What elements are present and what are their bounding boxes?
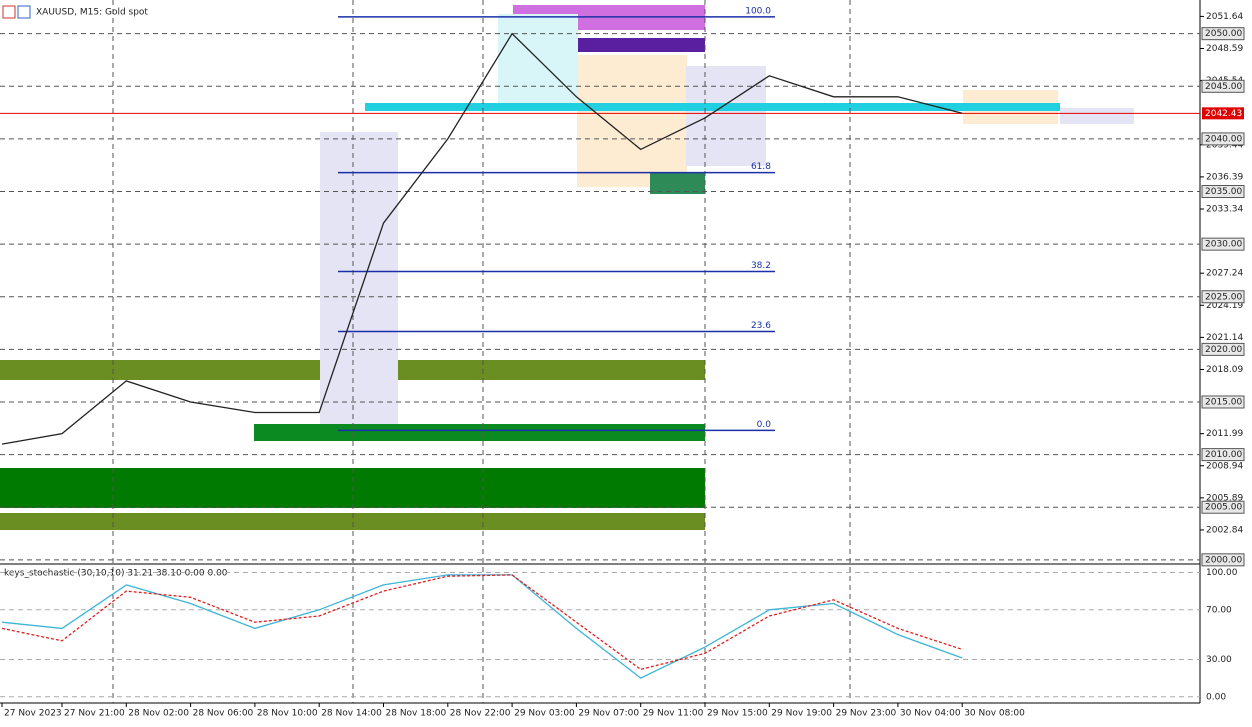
- y-tick-label: 2024.19: [1206, 301, 1243, 311]
- level-label: 2000.00: [1205, 555, 1242, 565]
- fib-label: 0.0: [757, 420, 772, 430]
- level-label: 2005.00: [1205, 503, 1242, 513]
- level-label: 2045.00: [1205, 82, 1242, 92]
- level-label: 2025.00: [1205, 292, 1242, 302]
- x-tick-label: 27 Nov 2023: [4, 709, 62, 719]
- y-tick-label: 2018.09: [1206, 365, 1243, 375]
- zone: [577, 38, 705, 52]
- level-label: 2030.00: [1205, 240, 1242, 250]
- y-tick-label: 100.00: [1206, 568, 1238, 578]
- fib-label: 38.2: [751, 261, 771, 271]
- stochastic-line: [1, 574, 963, 671]
- y-tick-label: 0.00: [1206, 692, 1226, 702]
- level-label: 2035.00: [1205, 187, 1242, 197]
- level-box: [1201, 342, 1245, 356]
- x-tick-label: 29 Nov 23:00: [836, 709, 897, 719]
- y-tick-label: 30.00: [1206, 655, 1232, 665]
- zone: [650, 172, 705, 194]
- x-tick-label: 28 Nov 18:00: [386, 709, 447, 719]
- zone: [254, 424, 705, 441]
- x-tick-label: 28 Nov 10:00: [257, 709, 318, 719]
- level-box: [1201, 500, 1245, 514]
- chart-title: XAUUSD, M15: Gold spot: [36, 8, 148, 18]
- level-box: [1201, 237, 1245, 251]
- x-tick-label: 29 Nov 15:00: [707, 709, 768, 719]
- level-box: [1201, 290, 1245, 304]
- level-label: 2050.00: [1205, 29, 1242, 39]
- level-box: [1201, 553, 1245, 567]
- zone: [686, 66, 766, 166]
- level-box: [1201, 27, 1245, 41]
- level-box: [1201, 185, 1245, 199]
- y-tick-label: 2051.64: [1206, 12, 1243, 22]
- level-box: [1201, 448, 1245, 462]
- icon[interactable]: [17, 5, 31, 19]
- level-box: [1201, 79, 1245, 93]
- zone: [320, 132, 398, 424]
- x-tick-label: 27 Nov 21:00: [64, 709, 125, 719]
- level-label: 2040.00: [1205, 134, 1242, 144]
- x-tick-label: 29 Nov 19:00: [771, 709, 832, 719]
- fib-label: 100.0: [745, 6, 771, 16]
- level-label: 2010.00: [1205, 450, 1242, 460]
- price-line: [1, 32, 963, 445]
- y-tick-label: 2027.24: [1206, 269, 1243, 279]
- x-tick-label: 29 Nov 07:00: [578, 709, 639, 719]
- level-label: 2015.00: [1205, 397, 1242, 407]
- x-tick-label: 28 Nov 02:00: [128, 709, 189, 719]
- y-tick-label: 2021.14: [1206, 333, 1243, 343]
- y-tick-label: 2036.39: [1206, 172, 1243, 182]
- x-tick-label: 30 Nov 08:00: [964, 709, 1025, 719]
- zone: [1060, 108, 1134, 124]
- x-tick-label: 28 Nov 06:00: [193, 709, 254, 719]
- y-tick-label: 2011.99: [1206, 429, 1243, 439]
- zone: [0, 513, 705, 530]
- y-tick-label: 2033.34: [1206, 204, 1243, 214]
- x-tick-label: 28 Nov 14:00: [321, 709, 382, 719]
- current-price-label: 2042.43: [1205, 109, 1242, 119]
- x-tick-label: 29 Nov 11:00: [643, 709, 704, 719]
- level-box: [1201, 395, 1245, 409]
- x-tick-label: 28 Nov 22:00: [450, 709, 511, 719]
- y-tick-label: 2048.59: [1206, 44, 1243, 54]
- icon[interactable]: [2, 5, 16, 19]
- fib-label: 61.8: [751, 162, 771, 172]
- current-price-box: [1202, 107, 1244, 120]
- y-tick-label: 2005.89: [1206, 493, 1243, 503]
- y-tick-label: 70.00: [1206, 605, 1232, 615]
- stochastic-line: [1, 574, 963, 679]
- indicator-title: keys_stochastic (30,10,10) 31.21 38.10 0…: [4, 569, 228, 579]
- y-tick-label: 2008.94: [1206, 461, 1243, 471]
- zone: [365, 103, 1060, 111]
- level-box: [1201, 132, 1245, 146]
- x-tick-label: 29 Nov 03:00: [514, 709, 575, 719]
- level-label: 2020.00: [1205, 345, 1242, 355]
- zone: [577, 55, 687, 187]
- x-tick-label: 30 Nov 04:00: [900, 709, 961, 719]
- fib-label: 23.6: [751, 321, 771, 331]
- y-tick-label: 2002.84: [1206, 525, 1243, 535]
